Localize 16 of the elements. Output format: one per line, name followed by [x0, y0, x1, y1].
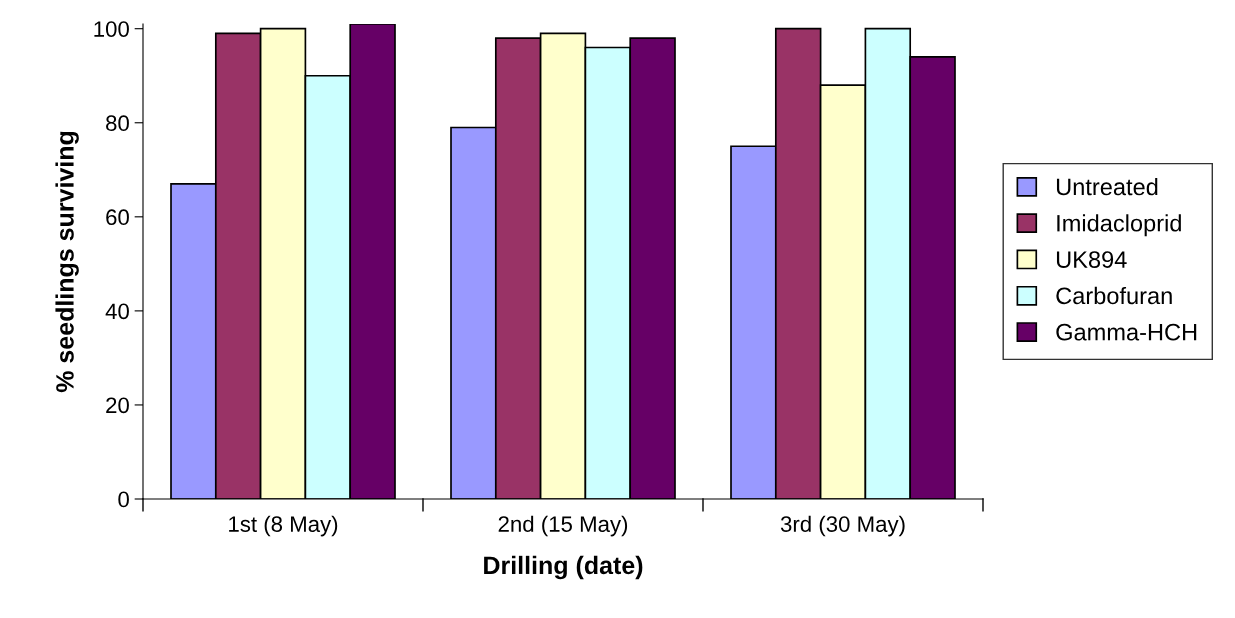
legend-label: UK894 — [1056, 251, 1127, 268]
x-axis-title: Drilling (date) — [484, 555, 643, 580]
y-tick-label: 60 — [106, 209, 129, 226]
legend-label: Carbofuran — [1056, 286, 1172, 305]
legend-label: Imidacloprid — [1057, 214, 1181, 237]
y-tick-label: 40 — [105, 303, 129, 320]
y-tick-label: 20 — [106, 397, 129, 414]
y-tick-label: 0 — [118, 491, 129, 508]
x-tick-label: 2nd (15 May) — [498, 515, 628, 537]
legend-label: Untreated — [1056, 177, 1158, 196]
y-tick-label: 100 — [94, 21, 129, 37]
x-tick-label: 3rd (30 May) — [780, 515, 905, 537]
legend-label: Gamma-HCH — [1056, 323, 1197, 341]
y-tick-label: 80 — [106, 115, 129, 132]
y-axis-title: % seedlings surviving — [55, 131, 79, 393]
x-tick-label: 1st (8 May) — [229, 515, 338, 537]
